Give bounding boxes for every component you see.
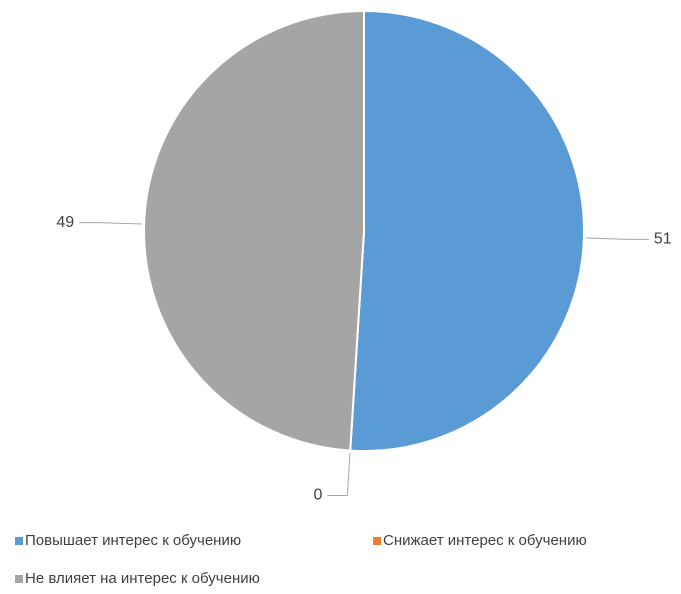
legend-label: Повышает интерес к обучению bbox=[25, 532, 241, 549]
legend-label: Снижает интерес к обучению bbox=[383, 532, 587, 549]
data-label: 0 bbox=[313, 487, 322, 504]
leader-line bbox=[585, 237, 649, 240]
data-label: 49 bbox=[56, 214, 74, 231]
pie-slice bbox=[142, 9, 365, 452]
data-label: 51 bbox=[654, 231, 672, 248]
leader-line bbox=[79, 222, 143, 225]
legend-swatch bbox=[373, 537, 381, 545]
leader-line bbox=[327, 452, 351, 496]
pie-slice bbox=[349, 9, 585, 452]
legend-swatch bbox=[15, 537, 23, 545]
legend-label: Не влияет на интерес к обучению bbox=[25, 570, 260, 587]
legend-swatch bbox=[15, 575, 23, 583]
